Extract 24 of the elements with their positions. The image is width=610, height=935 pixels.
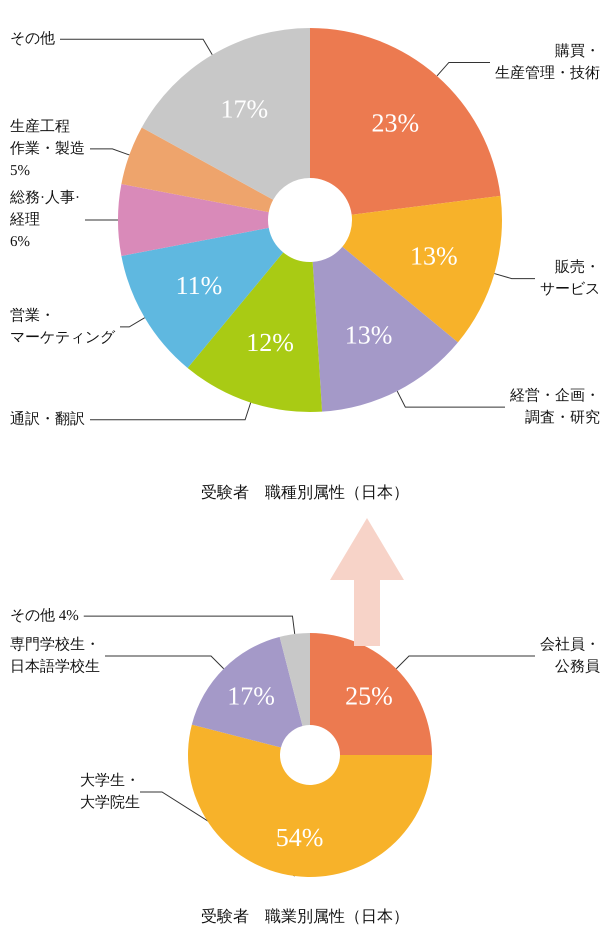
slice-label: 通訳・翻訳 [10,410,85,428]
data-label: 23% [371,108,420,138]
slice-label: 販売・サービス [540,258,600,298]
slice-label: 会社員・公務員 [540,636,600,676]
slice-label: 経営・企画・調査・研究 [509,387,600,426]
slice-label: 生産工程作業・製造 [9,118,85,157]
slice-label: 大学生・大学院生 [80,772,140,811]
data-label: 25% [345,682,393,711]
slice-label: その他 [10,30,55,48]
slice-label: 専門学校生・日本語学校生 [10,636,100,676]
data-label: 12% [246,328,294,358]
slice-label: 総務·人事·経理 [9,189,80,228]
slice-label: その他 4% [10,607,79,624]
text: 受験者 職種別属性（日本） [201,484,409,502]
data-label: 6% [10,234,30,250]
slice-label: 営業・マーケティング [10,306,116,346]
data-label: 11% [176,271,222,300]
data-label: 13% [344,320,392,350]
data-label: 5% [10,162,30,179]
data-label: 17% [227,682,275,711]
data-label: 54% [276,823,324,852]
slice-label: 購買・生産管理・技術 [495,42,600,82]
data-label: 13% [410,241,458,270]
text: 受験者 職業別属性（日本） [201,908,409,926]
